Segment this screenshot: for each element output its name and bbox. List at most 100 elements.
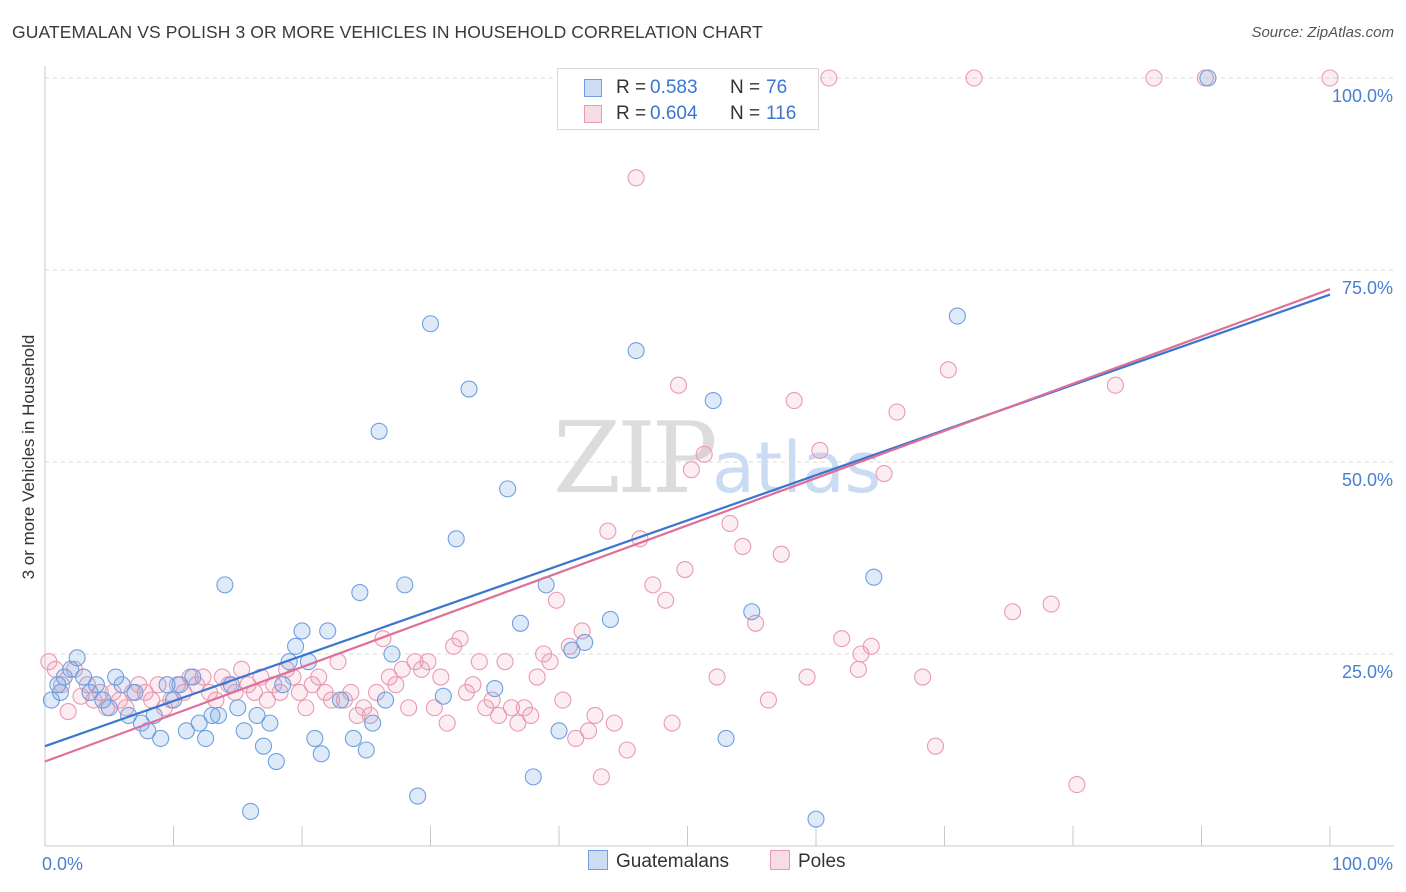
data-point-guatemalans — [190, 714, 208, 732]
data-point-poles — [914, 668, 932, 686]
data-point-poles — [323, 691, 341, 709]
data-point-poles — [592, 768, 610, 786]
data-point-guatemalans — [364, 714, 382, 732]
data-point-poles — [541, 653, 559, 671]
trend-line-guatemalans — [44, 293, 1331, 748]
data-point-guatemalans — [280, 653, 298, 671]
data-point-guatemalans — [242, 802, 260, 820]
data-point-poles — [599, 522, 617, 540]
data-point-poles — [644, 576, 662, 594]
source-note: Source: ZipAtlas.com — [1251, 24, 1394, 41]
data-point-guatemalans — [177, 722, 195, 740]
data-point-poles — [554, 691, 572, 709]
y-axis-label: 3 or more Vehicles in Household — [19, 334, 38, 580]
bottom-legend-guatemalans: Guatemalans — [588, 850, 729, 873]
series-guatemalans-points — [42, 69, 1217, 828]
legend-r-value: 0.604 — [650, 103, 698, 124]
data-point-poles — [695, 445, 713, 463]
legend-n-value: 76 — [766, 77, 788, 98]
legend-swatch-pink — [584, 105, 602, 123]
data-point-poles — [618, 741, 636, 759]
data-point-guatemalans — [312, 745, 330, 763]
data-point-guatemalans — [171, 676, 189, 694]
data-point-guatemalans — [319, 622, 337, 640]
tick-labels: 25.0% 50.0% 75.0% 100.0% 0.0% 100.0% — [42, 86, 1393, 874]
data-point-guatemalans — [254, 737, 273, 755]
data-point-poles — [258, 691, 276, 709]
data-point-guatemalans — [216, 576, 234, 594]
y-tick-label: 25.0% — [1342, 662, 1393, 682]
data-point-poles — [785, 392, 803, 410]
data-point-guatemalans — [357, 741, 375, 759]
data-point-poles — [522, 706, 540, 724]
watermark: ZIP atlas — [553, 402, 881, 516]
legend-swatch-blue — [584, 79, 602, 97]
data-point-guatemalans — [152, 729, 170, 748]
data-point-poles — [1321, 69, 1339, 87]
data-point-guatemalans — [1199, 69, 1217, 87]
bottom-legend-poles: Poles — [770, 850, 846, 873]
data-point-poles — [387, 676, 405, 694]
chart-title: GUATEMALAN VS POLISH 3 OR MORE VEHICLES … — [12, 22, 763, 42]
data-point-guatemalans — [376, 691, 395, 709]
data-point-poles — [400, 699, 418, 717]
data-point-poles — [528, 668, 546, 686]
data-point-guatemalans — [447, 530, 465, 548]
data-point-poles — [939, 361, 957, 379]
data-point-poles — [772, 545, 790, 563]
x-tick-label: 0.0% — [42, 854, 83, 874]
data-point-poles — [567, 729, 585, 748]
data-point-guatemalans — [126, 683, 144, 701]
data-point-poles — [663, 714, 681, 732]
watermark-zip: ZIP — [553, 402, 715, 516]
data-point-poles — [682, 461, 700, 479]
legend-r-label: R = — [616, 77, 647, 98]
data-point-poles — [657, 591, 675, 609]
data-point-guatemalans — [87, 676, 105, 694]
data-point-poles — [820, 69, 838, 87]
data-point-guatemalans — [248, 706, 266, 724]
data-point-guatemalans — [576, 633, 594, 652]
data-point-poles — [438, 714, 456, 732]
data-point-guatemalans — [184, 668, 202, 686]
data-point-poles — [852, 645, 870, 663]
data-point-poles — [490, 706, 508, 724]
data-point-guatemalans — [197, 729, 215, 748]
data-point-poles — [59, 703, 77, 721]
data-point-guatemalans — [524, 768, 542, 786]
data-point-guatemalans — [434, 687, 452, 705]
data-point-poles — [721, 514, 739, 532]
x-tick-label: 100.0% — [1332, 854, 1393, 874]
data-point-poles — [708, 668, 726, 686]
data-point-poles — [811, 441, 829, 460]
data-point-poles — [669, 376, 688, 394]
data-point-guatemalans — [229, 699, 247, 717]
data-point-guatemalans — [865, 568, 883, 586]
data-point-poles — [374, 630, 392, 648]
axis-layer — [44, 66, 1394, 847]
data-point-guatemalans — [261, 714, 279, 732]
data-point-poles — [605, 714, 623, 732]
data-point-guatemalans — [486, 680, 504, 698]
data-point-guatemalans — [119, 706, 138, 724]
data-point-guatemalans — [421, 315, 440, 333]
data-point-poles — [310, 668, 328, 686]
data-point-poles — [1042, 595, 1060, 613]
data-point-poles — [798, 668, 816, 686]
data-point-guatemalans — [948, 307, 966, 325]
correlation-legend: R = 0.583 N = 76 R = 0.604 N = 116 — [557, 68, 819, 130]
bottom-legend-swatch-pink — [770, 850, 790, 870]
legend-n-label: N = — [730, 77, 761, 98]
data-point-poles — [676, 560, 694, 579]
data-point-guatemalans — [499, 480, 517, 498]
data-point-poles — [833, 630, 851, 648]
series-poles-points — [40, 69, 1339, 794]
data-point-poles — [432, 668, 450, 686]
data-point-guatemalans — [68, 649, 86, 667]
data-point-guatemalans — [460, 380, 478, 398]
trend-line-poles — [44, 288, 1331, 763]
data-point-poles — [759, 691, 778, 709]
data-point-guatemalans — [550, 722, 568, 740]
legend-row-poles: R = 0.604 N = 116 — [558, 101, 818, 127]
